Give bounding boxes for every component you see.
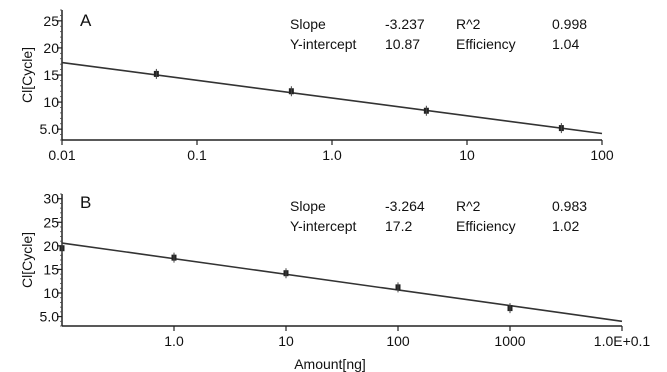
r2-value: 0.983 [552, 198, 587, 214]
x-tick-label: 0.01 [48, 147, 75, 163]
x-tick-label: 0.1 [187, 147, 207, 163]
y-tick-label: 5.0 [40, 121, 60, 137]
y-tick-label: 10 [43, 285, 59, 301]
x-tick-label: 100 [590, 147, 614, 163]
r2-value: 0.998 [552, 16, 587, 32]
panel-letter: A [80, 11, 92, 30]
panel-letter: B [80, 193, 91, 212]
y-tick-label: 25 [43, 214, 59, 230]
y-intercept-value: 17.2 [385, 218, 412, 234]
r2-label: R^2 [456, 198, 481, 214]
x-tick-label: 1.0 [164, 333, 184, 349]
y-tick-label: 20 [43, 40, 59, 56]
slope-value: -3.237 [385, 16, 425, 32]
efficiency-value: 1.04 [552, 36, 579, 52]
x-tick-label: 1000 [494, 333, 525, 349]
slope-value: -3.264 [385, 198, 425, 214]
y-tick-label: 10 [43, 94, 59, 110]
y-axis-title: Cl[Cycle] [19, 47, 35, 103]
x-tick-label: 1.0E+0.1 [594, 333, 651, 349]
x-axis-title: Amount[ng] [294, 356, 366, 372]
y-tick-label: 20 [43, 238, 59, 254]
y-tick-label: 25 [43, 13, 59, 29]
efficiency-label: Efficiency [456, 218, 516, 234]
fit-line [62, 63, 602, 134]
y-axis-title: Cl[Cycle] [19, 232, 35, 288]
panel-a: 5.0 10 15 20 25 0.01 0.1 1.0 10 100 Cl[Cycle] A Slop… [19, 10, 614, 163]
r2-label: R^2 [456, 16, 481, 32]
y-intercept-label: Y-intercept [290, 218, 357, 234]
fit-line [62, 243, 622, 321]
y-intercept-label: Y-intercept [290, 36, 357, 52]
x-tick-label: 10 [459, 147, 475, 163]
y-tick-label: 15 [43, 67, 59, 83]
panel-b: 5.0 10 15 20 25 30 1.0 10 100 1000 1.0E+0.1 Cl[Cycl… [19, 191, 650, 372]
x-tick-label: 10 [278, 333, 294, 349]
x-tick-label: 1.0 [322, 147, 342, 163]
y-tick-label: 5.0 [40, 309, 60, 325]
efficiency-label: Efficiency [456, 36, 516, 52]
efficiency-value: 1.02 [552, 218, 579, 234]
slope-label: Slope [290, 198, 326, 214]
y-tick-label: 15 [43, 261, 59, 277]
x-tick-label: 100 [386, 333, 410, 349]
slope-label: Slope [290, 16, 326, 32]
y-intercept-value: 10.87 [385, 36, 420, 52]
y-tick-label: 30 [43, 191, 59, 207]
